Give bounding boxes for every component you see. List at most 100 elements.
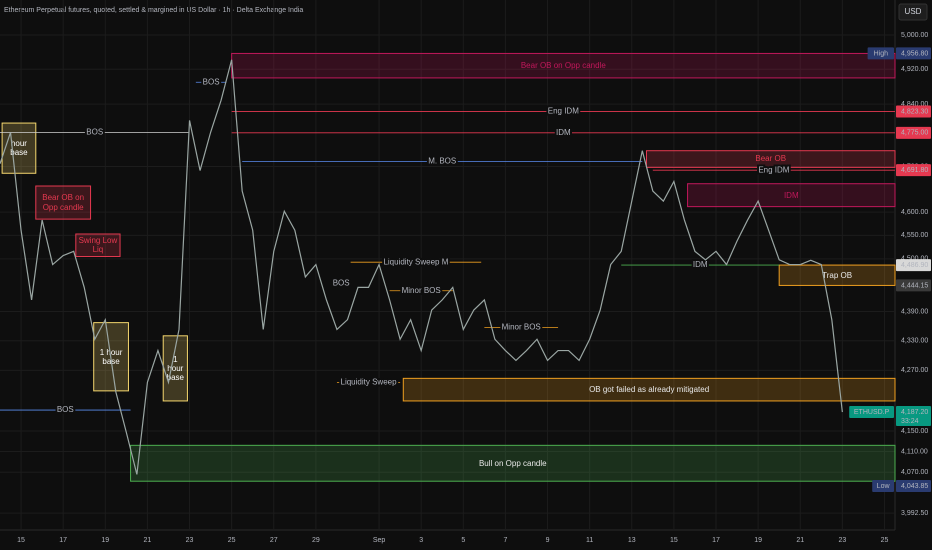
level-label: Minor BOS — [402, 286, 441, 295]
level-label: M. BOS — [428, 157, 456, 166]
countdown: 33:24 — [901, 418, 919, 425]
x-tick-label: 5 — [461, 537, 465, 544]
y-tick-label: 4,110.00 — [901, 448, 928, 455]
x-tick-label: 15 — [17, 537, 25, 544]
zone-label: Bear OB — [755, 154, 787, 164]
level-label: Eng IDM — [758, 165, 789, 174]
price-marker-label: 4,187.20 — [901, 409, 928, 416]
zone — [231, 52, 896, 79]
x-tick-label: 3 — [419, 537, 423, 544]
price-marker-label: 4,956.80 — [901, 50, 928, 57]
level-label: Eng IDM — [548, 107, 579, 116]
x-tick-label: 23 — [186, 537, 194, 544]
level-label: IDM — [693, 260, 708, 269]
y-tick-label: 4,390.00 — [901, 308, 928, 315]
x-tick-label: 25 — [881, 537, 889, 544]
price-marker-label: 4,444.15 — [901, 282, 928, 289]
price-marker-label: 4,691.80 — [901, 167, 928, 174]
zone-label-box: Swing Low Liq — [78, 236, 118, 255]
price-marker — [896, 126, 931, 139]
level-label: BOS — [333, 279, 350, 288]
y-tick-label: 4,270.00 — [901, 367, 928, 374]
level-label: BOS — [203, 77, 220, 86]
x-tick-label: 11 — [586, 537, 593, 544]
zone-label-box: Bull on Opp candle — [478, 458, 547, 468]
zone-label: 1 hour base — [166, 354, 184, 382]
zone-label-box: OB got failed as already mitigated — [589, 385, 710, 395]
x-tick-label: 17 — [712, 537, 720, 544]
zone — [35, 185, 92, 220]
price-marker — [896, 480, 931, 493]
y-tick-label: 4,920.00 — [901, 66, 928, 73]
zone-label: Bull on Opp candle — [478, 458, 547, 468]
x-tick-label: 9 — [546, 537, 550, 544]
x-tick-label: 29 — [312, 537, 320, 544]
x-tick-label: 17 — [59, 537, 67, 544]
x-tick-label: 7 — [503, 537, 507, 544]
marker-tag-box — [867, 47, 894, 60]
zone-label-box: IDM — [783, 190, 799, 200]
level-label: BOS — [57, 405, 74, 414]
price-marker — [896, 259, 931, 272]
y-tick-label: 4,150.00 — [901, 428, 928, 435]
zone — [1, 122, 37, 174]
price-marker — [896, 105, 931, 118]
y-tick-label: 4,070.00 — [901, 469, 928, 476]
y-tick-label: 4,600.00 — [901, 209, 928, 216]
marker-tag-box — [872, 480, 894, 493]
zone-label: OB got failed as already mitigated — [589, 385, 710, 395]
x-tick-label: 21 — [144, 537, 152, 544]
zone-label: IDM — [783, 190, 799, 200]
currency[interactable]: USD — [905, 7, 922, 16]
level-label: BOS — [86, 127, 103, 136]
zone — [687, 183, 896, 208]
zone-label: Bear OB on Opp candle — [42, 193, 85, 212]
y-tick-label: 4,840.00 — [901, 101, 928, 108]
price-marker-label: 4,775.00 — [901, 130, 928, 137]
y-tick-label: 3,992.50 — [901, 510, 928, 517]
price-marker-label: 4,823.30 — [901, 108, 928, 115]
level-label: Minor BOS — [502, 323, 541, 332]
price-marker — [896, 279, 931, 292]
x-tick-label: 25 — [228, 537, 236, 544]
marker-tag-box — [849, 405, 894, 418]
zone-label-box: Bear OB on Opp candle — [520, 61, 606, 71]
currency-button[interactable] — [898, 3, 928, 21]
level-label: IDM — [556, 128, 571, 137]
marker-tag: High — [874, 50, 889, 57]
y-tick-label: 4,330.00 — [901, 338, 928, 345]
marker-tag: Low — [877, 483, 891, 490]
zone-label-box: 1 hour base — [166, 354, 184, 382]
x-tick-label: 21 — [796, 537, 804, 544]
x-tick-label: 19 — [101, 537, 109, 544]
price-marker — [896, 405, 931, 426]
zone-label-box: hour base — [10, 138, 28, 158]
zone-label-box: Trap OB — [822, 270, 853, 280]
x-tick-label: 27 — [270, 537, 278, 544]
x-tick-label: 13 — [628, 537, 636, 544]
marker-tag: ETHUSD.P — [854, 409, 890, 416]
x-tick-label: 23 — [838, 537, 846, 544]
zone-label-box: Bear OB — [755, 154, 787, 164]
level-label: Liquidity Sweep M — [383, 257, 448, 266]
price-marker-label: 4,043.85 — [901, 483, 928, 490]
zone — [646, 150, 896, 168]
y-tick-label: 5,000.00 — [901, 32, 928, 39]
zone-label: Trap OB — [822, 270, 853, 280]
zone-label: hour base — [10, 138, 28, 158]
zone-label: Swing Low Liq — [78, 236, 118, 255]
zone — [778, 264, 896, 286]
price-marker — [896, 47, 931, 60]
zone-label-box: Bear OB on Opp candle — [42, 193, 85, 212]
x-tick-label: 15 — [670, 537, 678, 544]
zone — [402, 377, 896, 402]
zone — [75, 233, 121, 258]
zone-label: Bear OB on Opp candle — [520, 61, 606, 71]
chart-title: Ethereum Perpetual futures, quoted, sett… — [4, 7, 303, 14]
zone — [130, 444, 896, 482]
level-label: Liquidity Sweep — [341, 377, 398, 386]
y-tick-label: 4,550.00 — [901, 232, 928, 239]
price-marker-label: 4,486.90 — [901, 262, 928, 269]
